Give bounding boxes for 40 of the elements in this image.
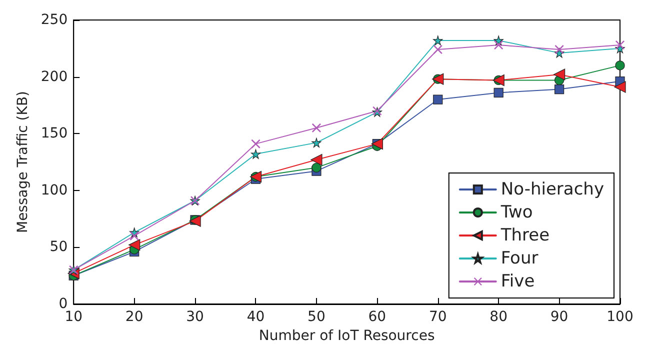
- x-tick-label: 90: [550, 309, 568, 325]
- point: [128, 239, 140, 251]
- legend-label: Five: [500, 272, 535, 292]
- x-tick-label: 40: [246, 309, 265, 325]
- x-tick-label: 80: [490, 309, 508, 325]
- point: [554, 45, 564, 54]
- y-axis-title: Message Traffic (KB): [15, 90, 31, 234]
- point: [433, 36, 443, 46]
- x-tick-label: 10: [64, 309, 83, 325]
- x-tick-label: 70: [428, 309, 447, 325]
- x-tick-label: 50: [308, 309, 326, 325]
- x-tick-label: 60: [368, 309, 386, 325]
- point: [250, 149, 261, 159]
- x-tick-label: 20: [125, 309, 144, 325]
- legend-label: Two: [500, 202, 533, 222]
- point: [553, 68, 566, 80]
- point: [312, 162, 322, 172]
- y-tick-label: 150: [40, 126, 68, 142]
- y-tick-label: 0: [58, 296, 68, 312]
- point: [433, 45, 442, 54]
- y-tick-label: 100: [40, 182, 68, 198]
- point: [312, 123, 321, 132]
- point: [494, 88, 504, 98]
- point: [130, 231, 139, 240]
- x-axis-title: Number of IoT Resources: [258, 328, 435, 344]
- point: [614, 81, 626, 93]
- x-tick-label: 30: [186, 309, 204, 325]
- legend-label: Four: [500, 248, 538, 268]
- y-tick-label: 200: [40, 68, 68, 85]
- x-tick-label: 100: [606, 309, 634, 325]
- legend-label: No-hierachy: [500, 180, 604, 200]
- legend-label: Three: [500, 226, 550, 246]
- point: [494, 36, 504, 46]
- point: [615, 60, 625, 70]
- point: [433, 94, 443, 104]
- point: [554, 84, 564, 94]
- point: [310, 154, 322, 166]
- y-tick-label: 250: [40, 12, 68, 28]
- y-tick-label: 50: [50, 239, 68, 256]
- point: [312, 138, 322, 148]
